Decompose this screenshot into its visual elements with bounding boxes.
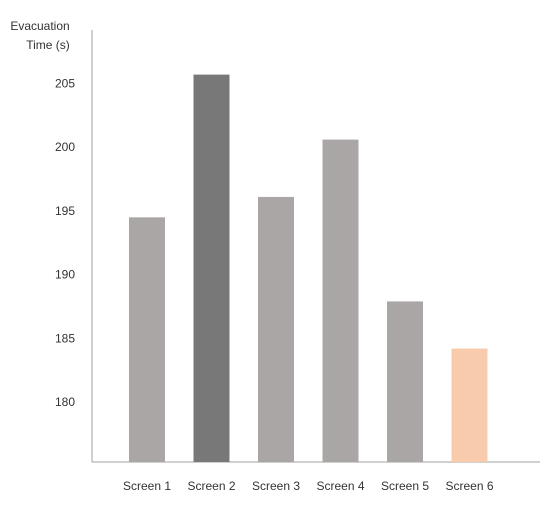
y-tick-label: 190	[55, 268, 75, 282]
x-tick-label: Screen 6	[445, 479, 493, 493]
bars	[129, 74, 488, 462]
y-tick-label: 195	[55, 204, 75, 218]
bar-screen-1	[129, 217, 165, 462]
x-tick-label: Screen 3	[252, 479, 300, 493]
y-axis-title-line-2: Time (s)	[26, 38, 70, 52]
bar-screen-5	[387, 301, 423, 462]
bar-screen-4	[322, 139, 359, 462]
y-axis-title-line-1: Evacuation	[10, 19, 69, 33]
x-tick-label: Screen 5	[381, 479, 429, 493]
x-category-labels: Screen 1 Screen 2 Screen 3 Screen 4 Screen 5…	[123, 479, 494, 493]
x-tick-label: Screen 2	[187, 479, 235, 493]
y-tick-label: 180	[55, 395, 75, 409]
y-tick-label: 200	[55, 140, 75, 154]
bar-screen-2	[193, 74, 230, 462]
x-tick-label: Screen 4	[316, 479, 364, 493]
y-axis-title: Evacuation Time (s)	[10, 19, 69, 52]
bar-screen-3	[258, 196, 294, 462]
y-tick-label: 205	[55, 77, 75, 91]
y-tick-label: 185	[55, 331, 75, 345]
bar-screen-6	[451, 348, 488, 462]
x-tick-label: Screen 1	[123, 479, 171, 493]
y-tick-labels: 180 185 190 195 200 205	[55, 77, 75, 410]
